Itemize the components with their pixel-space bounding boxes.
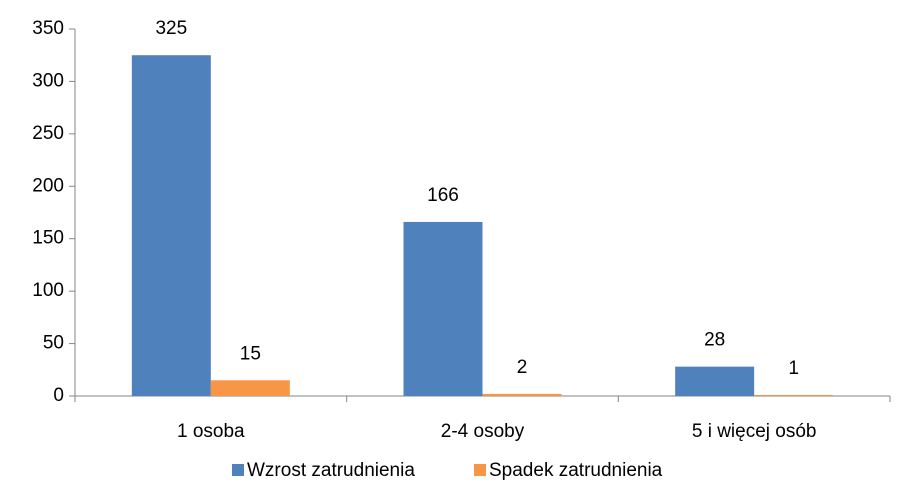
data-label: 166 [427,185,459,206]
x-tick-label: 1 osoba [177,421,245,442]
bar [754,394,834,396]
y-tick-label: 100 [32,280,64,301]
bar [403,221,483,396]
data-label: 1 [788,358,799,379]
data-label: 28 [704,330,725,351]
x-tick-label: 2-4 osoby [441,421,525,442]
y-tick-label: 250 [32,123,64,144]
y-tick-label: 150 [32,228,64,249]
y-tick-label: 50 [43,333,64,354]
bar [482,393,562,396]
legend-label: Spadek zatrudnienia [489,460,663,481]
bar [675,366,755,396]
data-label: 325 [155,18,187,39]
legend-swatch [474,464,486,476]
bar [131,55,211,396]
y-tick-label: 200 [32,175,64,196]
y-tick-label: 0 [53,385,64,406]
legend-swatch [232,464,244,476]
y-tick-label: 350 [32,18,64,39]
legend-label: Wzrost zatrudnienia [247,460,415,481]
bar [210,380,290,396]
y-tick-label: 300 [32,70,64,91]
data-label: 2 [517,357,528,378]
data-label: 15 [240,343,261,364]
x-tick-label: 5 i więcej osób [692,421,817,442]
